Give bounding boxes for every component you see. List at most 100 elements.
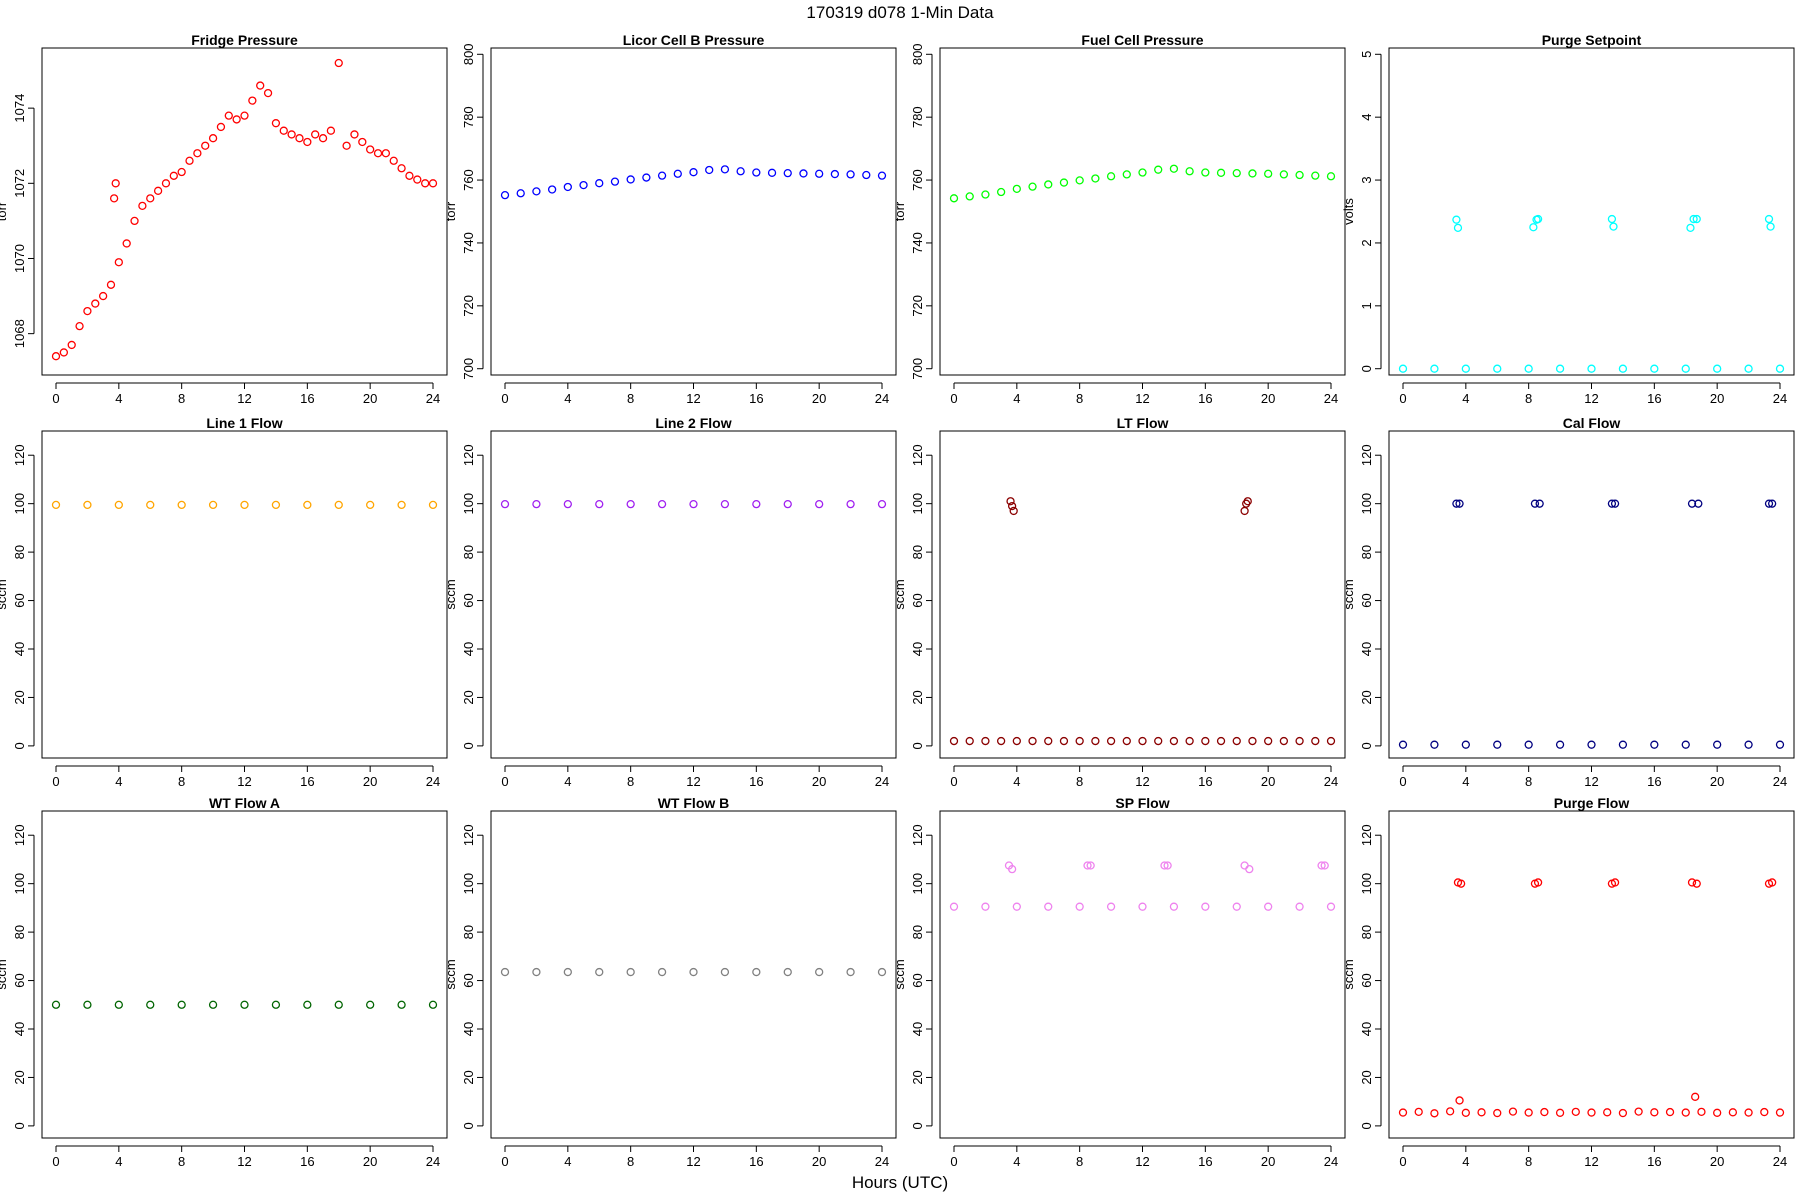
data-point — [500, 190, 510, 200]
data-point — [295, 134, 304, 143]
data-point — [1279, 736, 1289, 746]
data-point — [657, 171, 667, 180]
data-point — [1007, 501, 1017, 511]
data-point — [1650, 740, 1659, 749]
data-point — [232, 115, 241, 124]
x-tick-label: 8 — [1525, 1154, 1532, 1169]
data-point — [75, 321, 84, 331]
data-point — [1686, 223, 1695, 233]
data-point — [1775, 740, 1785, 749]
x-tick-label: 8 — [1076, 391, 1083, 406]
y-axis-label: sccm — [443, 959, 458, 989]
chart-panel: Line 1 Flow 0 4 8 12 16 20 24 0 20 40 60 80 100 120 scc… — [0, 415, 448, 789]
y-tick-label: 20 — [910, 1070, 925, 1084]
data-point — [1317, 861, 1326, 870]
data-point — [311, 130, 320, 139]
data-point — [783, 500, 792, 509]
data-point — [216, 122, 226, 132]
x-tick-label: 4 — [1013, 1154, 1020, 1169]
x-tick-label: 20 — [812, 391, 826, 406]
data-point — [193, 149, 202, 158]
panel-title: Cal Flow — [1563, 415, 1621, 431]
data-point — [815, 169, 824, 178]
data-point — [1185, 736, 1194, 746]
data-point — [318, 134, 328, 143]
x-tick-label: 0 — [950, 774, 957, 789]
y-tick-label: 100 — [1359, 873, 1374, 895]
x-tick-label: 20 — [812, 1154, 826, 1169]
data-point — [428, 1000, 438, 1009]
x-tick-label: 24 — [1324, 774, 1338, 789]
y-axis-label: sccm — [0, 579, 9, 609]
data-point — [996, 187, 1006, 197]
x-tick-label: 16 — [749, 774, 763, 789]
y-axis-label: sccm — [1341, 959, 1356, 989]
data-point — [111, 179, 120, 188]
x-tick-label: 4 — [564, 391, 571, 406]
data-point — [1634, 1107, 1643, 1116]
data-point — [1764, 499, 1774, 508]
x-tick-label: 12 — [1584, 1154, 1598, 1169]
data-point — [334, 1000, 343, 1009]
data-point — [877, 967, 887, 977]
data-point — [271, 119, 281, 128]
data-point — [1681, 364, 1690, 373]
data-point — [1169, 902, 1179, 911]
x-tick-label: 4 — [1013, 774, 1020, 789]
y-tick-label: 120 — [1359, 824, 1374, 846]
data-point — [1279, 170, 1289, 179]
data-point — [1232, 736, 1241, 746]
x-tick-label: 4 — [1462, 391, 1469, 406]
data-point — [1713, 740, 1722, 749]
data-point — [1295, 902, 1304, 911]
y-tick-label: 40 — [1359, 642, 1374, 656]
data-point — [106, 280, 116, 289]
y-tick-label: 760 — [910, 169, 925, 191]
data-point — [51, 1000, 61, 1009]
data-point — [563, 182, 572, 192]
data-point — [177, 500, 186, 510]
data-point — [1713, 364, 1722, 373]
data-point — [279, 126, 288, 135]
data-point — [500, 500, 510, 509]
data-point — [1461, 364, 1470, 373]
data-point — [1154, 165, 1163, 174]
x-tick-label: 16 — [1647, 391, 1661, 406]
data-point — [532, 500, 541, 509]
data-point — [51, 500, 61, 510]
data-point — [720, 500, 730, 509]
x-tick-label: 12 — [1135, 391, 1149, 406]
data-point — [689, 967, 698, 977]
x-tick-label: 12 — [1135, 774, 1149, 789]
data-point — [208, 500, 218, 510]
data-point — [1571, 1107, 1580, 1116]
x-tick-label: 8 — [1076, 1154, 1083, 1169]
data-point — [1767, 499, 1777, 508]
data-point — [130, 216, 139, 226]
y-tick-label: 80 — [461, 545, 476, 559]
x-tick-label: 12 — [1135, 1154, 1149, 1169]
data-point — [1610, 499, 1620, 508]
x-tick-label: 0 — [501, 391, 508, 406]
y-tick-label: 20 — [1359, 690, 1374, 704]
x-tick-label: 24 — [426, 774, 440, 789]
y-axis-label: torr — [892, 201, 907, 221]
x-tick-label: 16 — [300, 391, 314, 406]
data-point — [1430, 364, 1439, 373]
data-point — [1493, 364, 1502, 373]
data-point — [1083, 861, 1092, 870]
data-point — [1767, 878, 1777, 887]
panel-title: Licor Cell B Pressure — [623, 32, 765, 48]
x-tick-label: 8 — [178, 774, 185, 789]
data-point — [1603, 1108, 1612, 1117]
y-tick-label: 80 — [910, 545, 925, 559]
y-tick-label: 80 — [12, 545, 27, 559]
data-point — [1264, 736, 1273, 746]
data-point — [59, 348, 69, 357]
data-point — [736, 167, 745, 176]
data-point — [1169, 736, 1179, 746]
data-point — [1618, 1108, 1628, 1118]
x-tick-label: 16 — [1647, 1154, 1661, 1169]
